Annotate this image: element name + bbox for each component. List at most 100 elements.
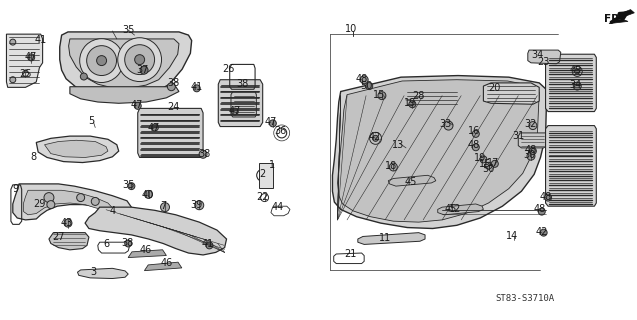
Text: 17: 17 <box>487 157 499 168</box>
Polygon shape <box>78 268 128 278</box>
Circle shape <box>87 46 117 76</box>
Text: 38: 38 <box>236 79 248 89</box>
Text: 10: 10 <box>345 24 357 34</box>
Circle shape <box>44 193 54 203</box>
Text: 50: 50 <box>361 81 373 91</box>
Text: 38: 38 <box>168 78 180 88</box>
Polygon shape <box>45 140 108 157</box>
Text: 47: 47 <box>148 123 161 132</box>
Circle shape <box>206 242 213 249</box>
Text: 34: 34 <box>569 80 582 90</box>
Circle shape <box>80 39 124 83</box>
Text: 42: 42 <box>368 132 380 142</box>
Circle shape <box>193 85 200 92</box>
Circle shape <box>125 45 155 75</box>
Text: 46: 46 <box>160 258 173 268</box>
Text: 4: 4 <box>110 206 116 216</box>
Text: 9: 9 <box>12 184 18 194</box>
Text: 48: 48 <box>540 192 552 202</box>
Text: 38: 38 <box>198 149 210 159</box>
Text: 25: 25 <box>19 69 32 79</box>
Bar <box>259 163 273 188</box>
Circle shape <box>444 121 453 130</box>
Polygon shape <box>528 50 561 64</box>
Circle shape <box>145 190 152 198</box>
Polygon shape <box>483 83 539 104</box>
Text: 28: 28 <box>413 91 425 101</box>
Circle shape <box>378 92 386 100</box>
Text: 19: 19 <box>404 98 417 108</box>
Polygon shape <box>85 207 227 255</box>
Text: 6: 6 <box>103 239 109 249</box>
Text: 47: 47 <box>131 100 143 110</box>
Text: 5: 5 <box>89 116 94 126</box>
Polygon shape <box>24 190 112 215</box>
Circle shape <box>575 69 580 74</box>
Text: 48: 48 <box>525 145 537 155</box>
Polygon shape <box>438 204 483 215</box>
Text: 43: 43 <box>61 218 73 228</box>
Polygon shape <box>36 136 118 163</box>
Circle shape <box>134 55 145 65</box>
Circle shape <box>529 122 537 130</box>
Polygon shape <box>545 54 596 112</box>
Text: 47: 47 <box>229 106 241 116</box>
Circle shape <box>91 197 99 205</box>
Circle shape <box>480 156 487 163</box>
Circle shape <box>161 203 169 212</box>
Polygon shape <box>404 88 459 109</box>
Text: ST83-S3710A: ST83-S3710A <box>495 294 554 303</box>
Circle shape <box>472 130 479 137</box>
Text: 26: 26 <box>222 64 234 74</box>
Text: 42: 42 <box>536 227 548 237</box>
Polygon shape <box>60 32 192 98</box>
Circle shape <box>269 120 276 127</box>
Polygon shape <box>69 39 179 88</box>
Circle shape <box>10 39 16 45</box>
Circle shape <box>231 108 238 115</box>
Text: 38: 38 <box>121 238 133 248</box>
Text: 3: 3 <box>90 267 96 276</box>
Text: 47: 47 <box>24 52 37 62</box>
Text: 41: 41 <box>190 82 203 92</box>
Polygon shape <box>70 87 179 103</box>
Polygon shape <box>218 80 262 126</box>
Polygon shape <box>231 92 256 117</box>
Circle shape <box>27 54 34 61</box>
Circle shape <box>369 132 382 144</box>
Text: 27: 27 <box>52 232 65 242</box>
Circle shape <box>409 101 416 108</box>
Circle shape <box>538 208 545 215</box>
Text: 20: 20 <box>489 83 501 93</box>
Text: 31: 31 <box>512 131 524 141</box>
Circle shape <box>64 219 72 227</box>
Text: 14: 14 <box>506 231 518 241</box>
Circle shape <box>199 150 207 158</box>
Polygon shape <box>519 133 548 148</box>
Polygon shape <box>338 80 539 222</box>
Circle shape <box>128 183 135 190</box>
Circle shape <box>118 38 162 82</box>
Circle shape <box>366 83 373 90</box>
Text: 16: 16 <box>468 126 480 136</box>
Text: 1: 1 <box>269 160 275 170</box>
Text: 18: 18 <box>385 161 397 171</box>
Text: 22: 22 <box>257 192 269 202</box>
Circle shape <box>491 160 498 167</box>
Circle shape <box>125 240 132 247</box>
Text: 44: 44 <box>271 202 283 212</box>
Text: 21: 21 <box>344 249 356 259</box>
Text: 36: 36 <box>275 126 287 136</box>
Text: 29: 29 <box>33 199 46 209</box>
Circle shape <box>140 66 148 74</box>
Text: 15: 15 <box>373 90 385 100</box>
Text: 49: 49 <box>569 65 582 75</box>
Circle shape <box>472 144 479 151</box>
Polygon shape <box>128 250 166 258</box>
Circle shape <box>545 194 552 201</box>
Circle shape <box>168 83 175 91</box>
Text: 47: 47 <box>265 117 277 127</box>
Text: 12: 12 <box>448 204 461 214</box>
Text: 37: 37 <box>136 65 149 75</box>
Circle shape <box>527 152 535 160</box>
